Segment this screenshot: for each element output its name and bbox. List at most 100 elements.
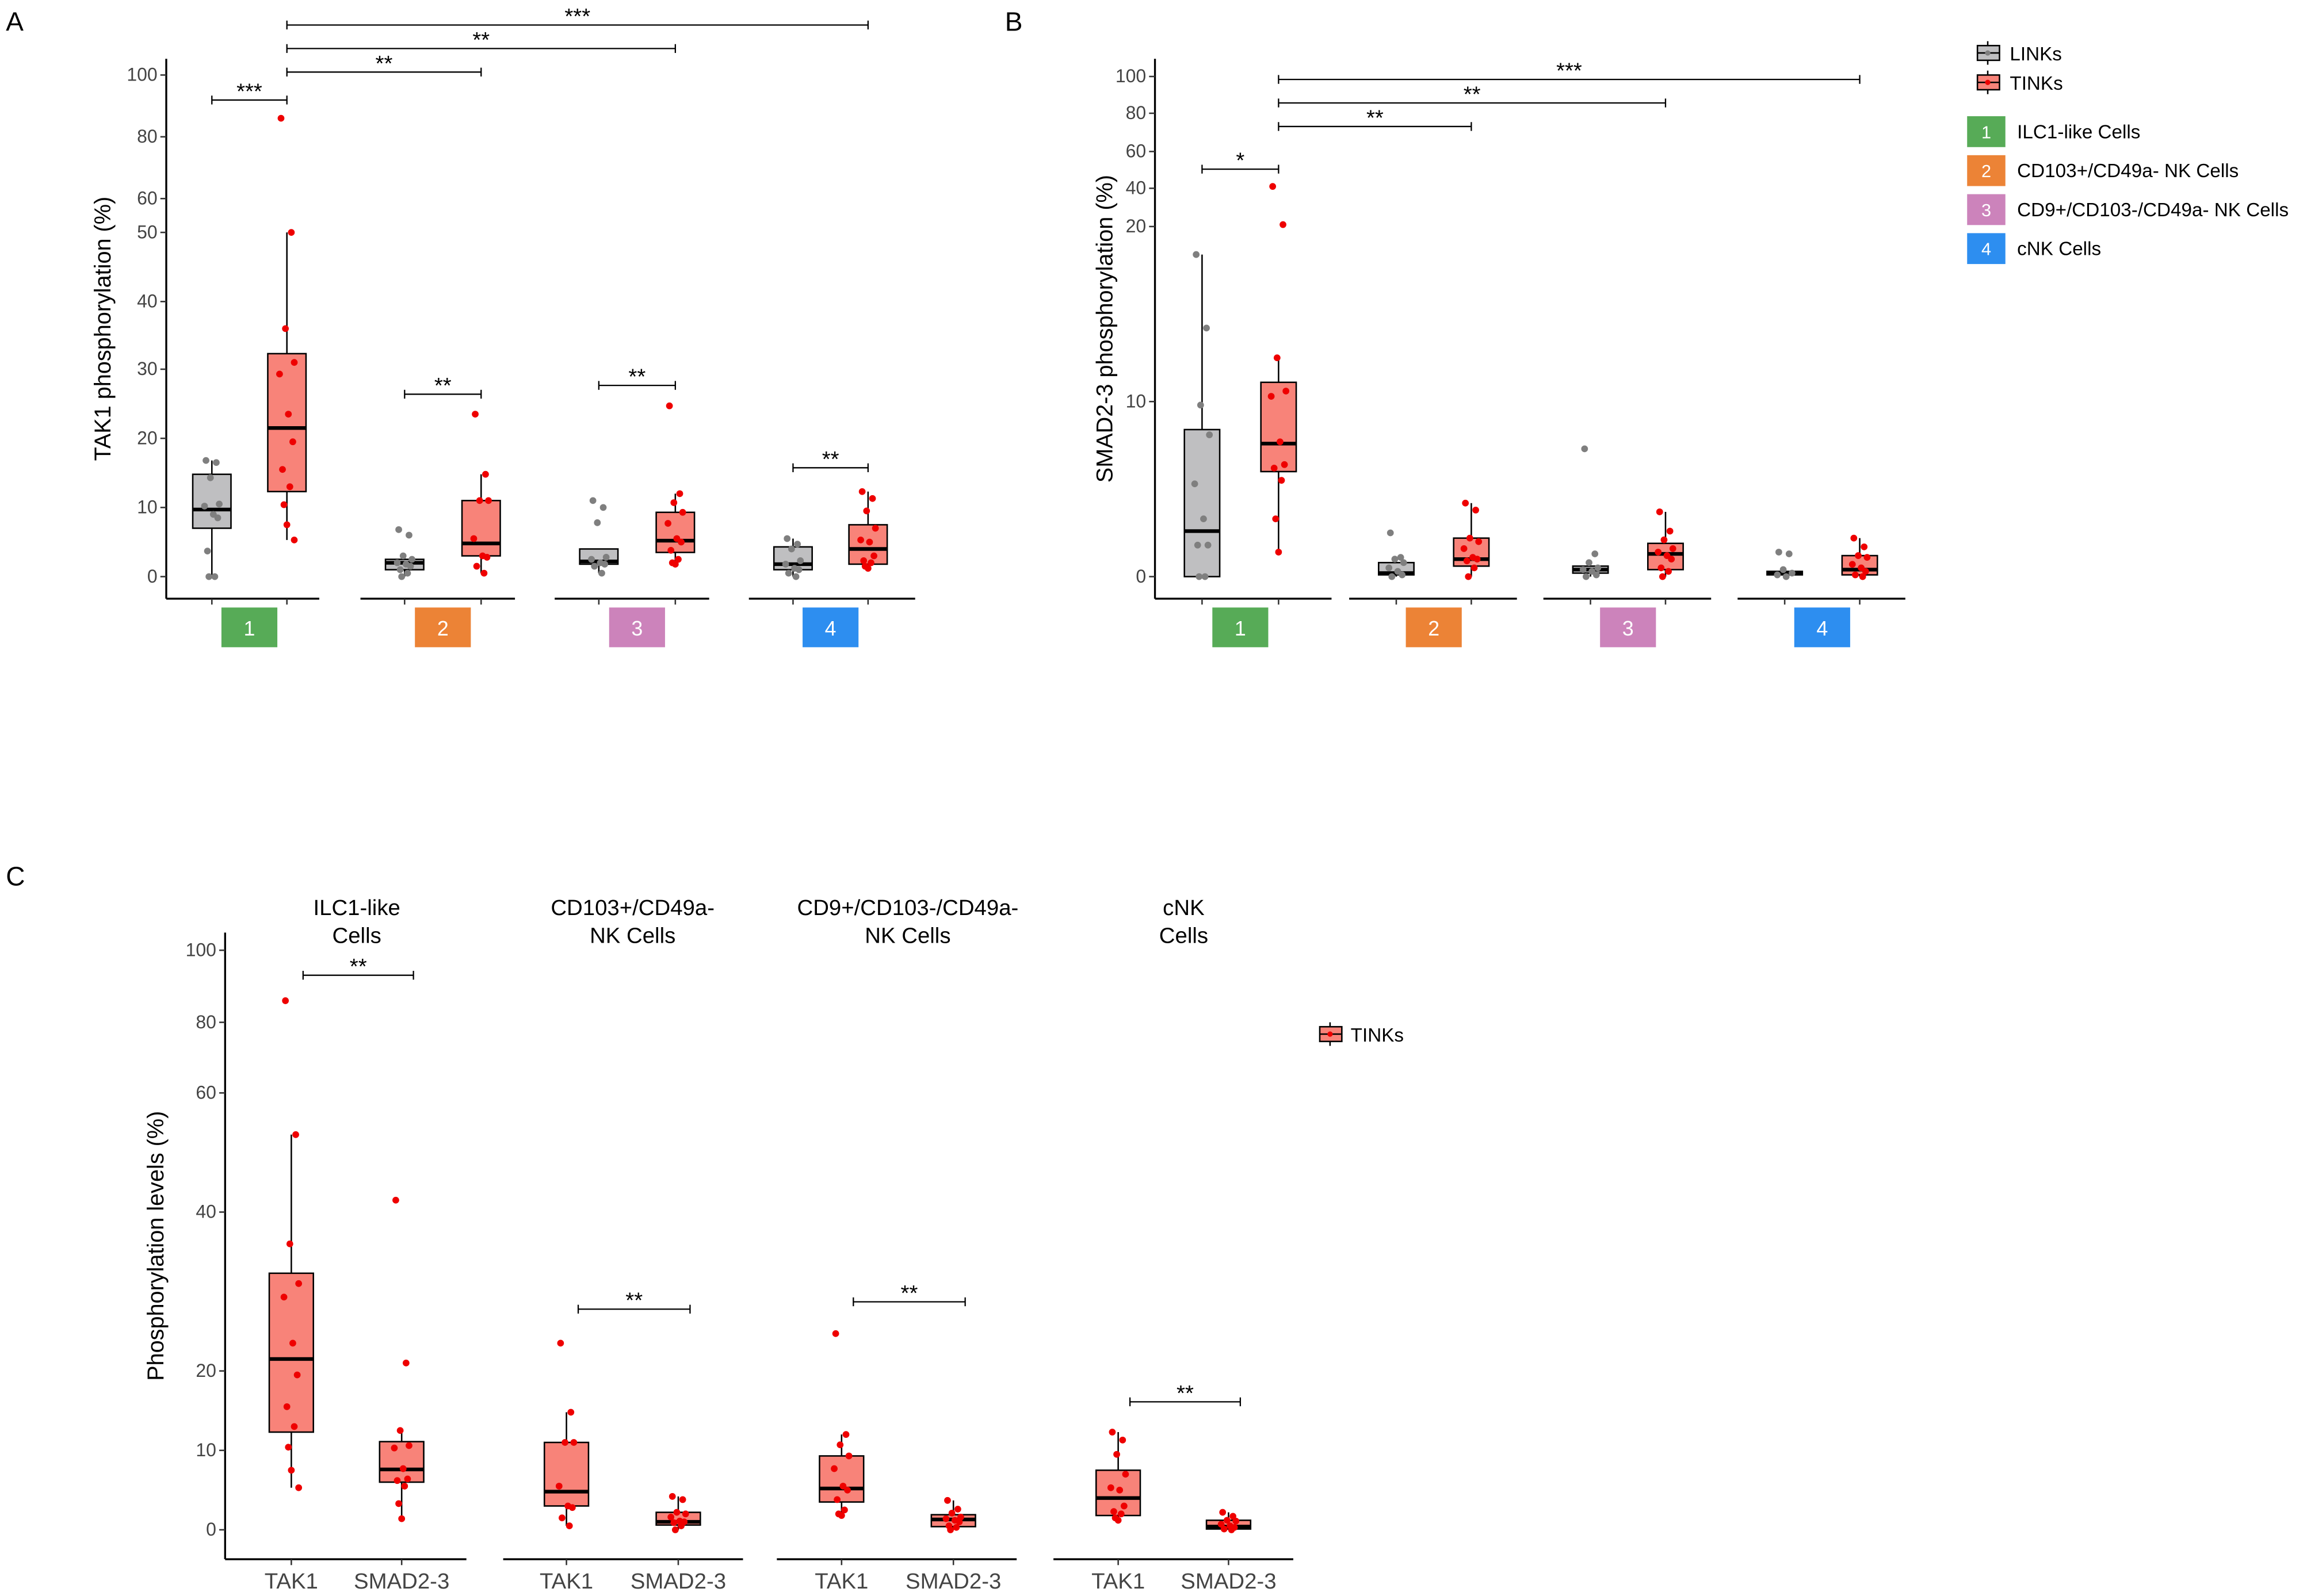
data-point bbox=[1273, 354, 1281, 362]
data-point bbox=[406, 531, 412, 539]
facet-title-line1: cNK bbox=[1163, 895, 1205, 920]
y-tick-label: 20 bbox=[1126, 216, 1147, 236]
y-axis-title: SMAD2-3 phosphorylation (%) bbox=[1092, 175, 1117, 483]
box-links-group-2 bbox=[1378, 529, 1415, 580]
data-point bbox=[291, 359, 298, 366]
data-point bbox=[396, 1427, 404, 1434]
significance-label: ** bbox=[1366, 105, 1384, 130]
data-point bbox=[280, 501, 288, 508]
data-point bbox=[276, 370, 283, 378]
data-point bbox=[288, 1467, 295, 1474]
data-point bbox=[1109, 1429, 1116, 1436]
data-point bbox=[1203, 324, 1210, 332]
significance-label: ** bbox=[472, 28, 490, 52]
data-point bbox=[1267, 393, 1275, 400]
data-point bbox=[1473, 556, 1481, 563]
significance-label: *** bbox=[236, 79, 262, 104]
data-point bbox=[555, 1483, 563, 1490]
box-tinks-group-2 bbox=[1453, 499, 1490, 580]
data-point bbox=[682, 1510, 689, 1518]
data-point bbox=[277, 114, 285, 122]
box-iqr bbox=[1183, 428, 1221, 577]
group-label: 3 bbox=[1622, 617, 1634, 640]
data-point bbox=[1117, 1510, 1125, 1518]
data-point bbox=[1465, 573, 1472, 580]
y-tick-label: 50 bbox=[137, 221, 158, 242]
data-point bbox=[679, 1496, 686, 1503]
data-point bbox=[860, 557, 868, 564]
data-point bbox=[673, 1509, 681, 1516]
data-point bbox=[1862, 568, 1869, 575]
legend-group-label: CD103+/CD49a- NK Cells bbox=[2017, 160, 2239, 182]
x-tick-label: SMAD2-3 bbox=[1181, 1569, 1276, 1594]
data-point bbox=[392, 1196, 399, 1204]
data-point bbox=[870, 552, 877, 560]
panel-label-a: A bbox=[6, 7, 24, 37]
y-tick-label: 10 bbox=[196, 1440, 216, 1460]
data-point bbox=[1114, 1517, 1122, 1524]
data-point bbox=[1669, 545, 1676, 552]
box-smad23-facet-4 bbox=[1205, 1509, 1252, 1533]
data-point bbox=[1119, 1436, 1126, 1444]
box-tak1-facet-3 bbox=[819, 1330, 865, 1519]
x-tick-label: SMAD2-3 bbox=[354, 1569, 449, 1594]
data-point bbox=[1110, 1508, 1117, 1515]
data-point bbox=[1206, 431, 1213, 438]
data-point bbox=[954, 1506, 961, 1513]
group-label: 2 bbox=[1428, 617, 1439, 640]
y-tick-label: 60 bbox=[1126, 141, 1147, 162]
group-label: 4 bbox=[825, 617, 837, 640]
data-point bbox=[567, 1409, 575, 1416]
y-tick-label: 20 bbox=[137, 427, 158, 448]
box-tinks-group-1 bbox=[267, 114, 307, 544]
panel-label-b: B bbox=[1005, 7, 1023, 37]
box-iqr bbox=[267, 353, 307, 493]
data-point bbox=[1851, 571, 1859, 579]
data-point bbox=[291, 1423, 298, 1430]
facet-title-line1: CD103+/CD49a- bbox=[551, 895, 715, 920]
facet-title-line1: CD9+/CD103-/CD49a- bbox=[797, 895, 1019, 920]
data-point bbox=[207, 474, 214, 481]
data-point bbox=[841, 1506, 848, 1514]
data-point bbox=[1470, 564, 1478, 572]
data-point bbox=[1782, 573, 1790, 580]
y-tick-label: 0 bbox=[147, 566, 158, 587]
data-point bbox=[395, 526, 402, 533]
legend-group-number: 1 bbox=[1981, 122, 1991, 142]
data-point bbox=[594, 519, 601, 526]
legend-group-label: cNK Cells bbox=[2017, 239, 2101, 260]
box-links-group-3 bbox=[1572, 445, 1609, 580]
data-point bbox=[292, 1131, 299, 1138]
data-point bbox=[480, 569, 488, 577]
data-point bbox=[675, 556, 682, 563]
data-point bbox=[784, 535, 791, 542]
box-tinks-group-4 bbox=[1841, 534, 1878, 580]
box-iqr bbox=[819, 1455, 865, 1503]
facet-title-line2: NK Cells bbox=[865, 923, 950, 948]
legend: LINKs TINKs 1 ILC1-like Cells 2 CD103+/CD49a-… bbox=[1967, 41, 2289, 265]
y-tick-label: 80 bbox=[137, 126, 158, 147]
data-point bbox=[1863, 554, 1871, 561]
data-point bbox=[1204, 541, 1212, 549]
data-point bbox=[1116, 1486, 1124, 1494]
data-point bbox=[832, 1330, 839, 1337]
data-point bbox=[1200, 515, 1207, 523]
data-point bbox=[398, 573, 406, 580]
data-point bbox=[213, 459, 220, 466]
data-point bbox=[476, 497, 483, 504]
box-tinks-group-4 bbox=[848, 488, 888, 572]
data-point bbox=[1655, 549, 1662, 556]
data-point bbox=[295, 1280, 303, 1287]
data-point bbox=[1656, 508, 1663, 515]
data-point bbox=[205, 573, 213, 580]
data-point bbox=[282, 997, 289, 1004]
significance-label: ** bbox=[376, 51, 393, 76]
data-point bbox=[408, 556, 415, 563]
x-tick-label: SMAD2-3 bbox=[906, 1569, 1001, 1594]
data-point bbox=[401, 1483, 408, 1490]
x-tick-label: TAK1 bbox=[540, 1569, 593, 1594]
data-point bbox=[282, 325, 289, 332]
data-point bbox=[1779, 566, 1787, 573]
legend-label-tinks: TINKs bbox=[2010, 73, 2062, 94]
y-axis-title: TAK1 phosphorylation (%) bbox=[90, 197, 116, 461]
